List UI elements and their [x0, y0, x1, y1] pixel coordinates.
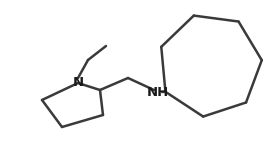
Text: N: N — [73, 77, 84, 90]
Text: NH: NH — [147, 86, 169, 99]
